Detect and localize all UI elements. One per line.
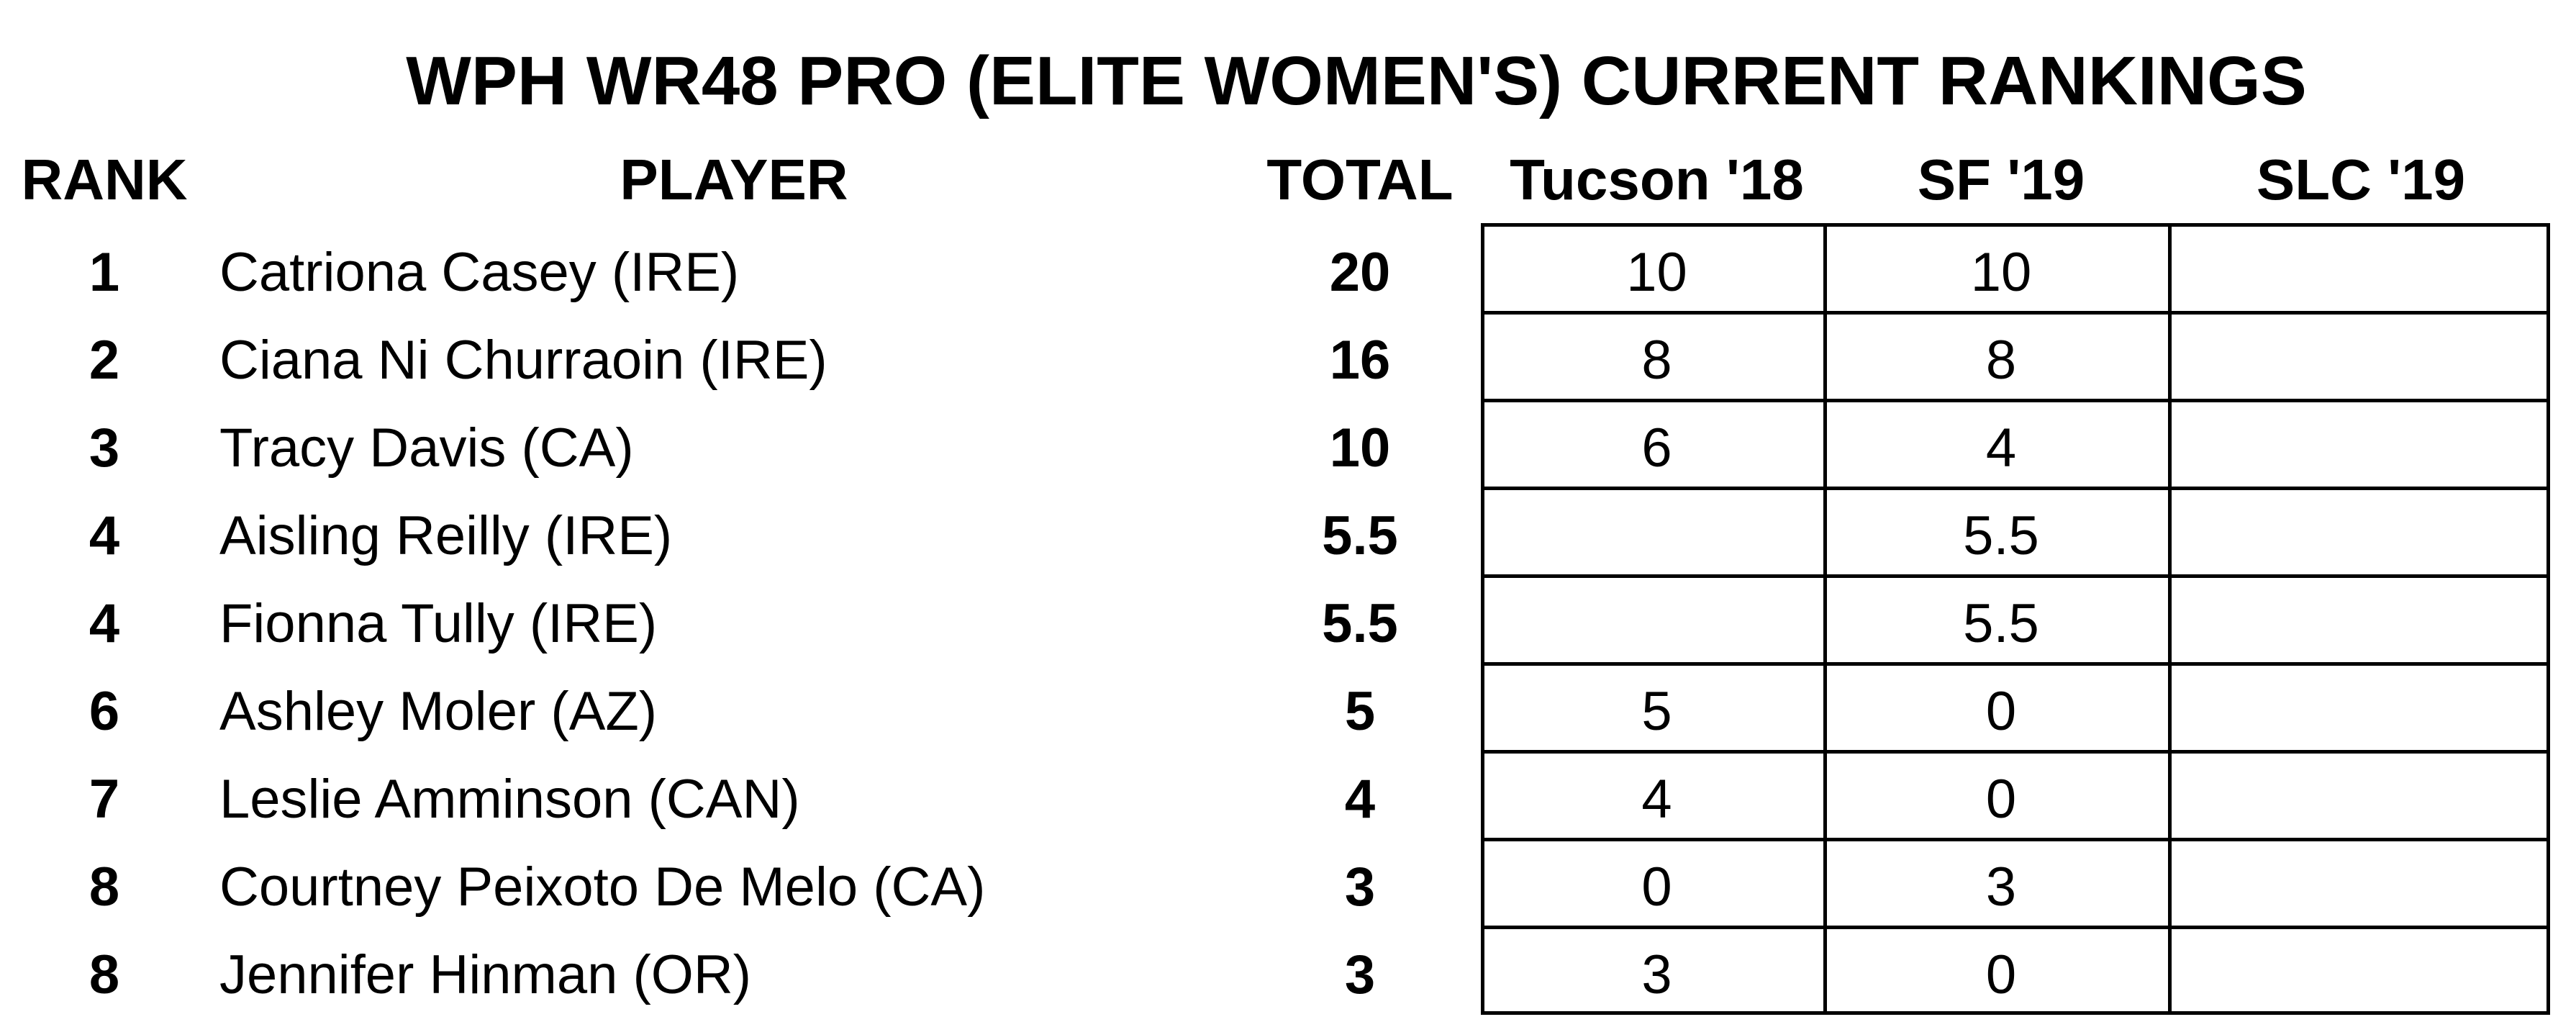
player-cell: Ciana Ni Churraoin (IRE) (219, 330, 827, 391)
total-cell: 10 (1329, 417, 1391, 479)
ranking-row: 2 Ciana Ni Churraoin (IRE) 16 8 8 (0, 317, 2576, 404)
total-cell: 16 (1329, 330, 1391, 391)
ranking-row: 8 Jennifer Hinman (OR) 3 3 0 (0, 931, 2576, 1019)
score-cell-sf-19: 3 (1985, 856, 2017, 918)
score-cell-sf-19: 8 (1985, 330, 2017, 391)
grid-column-divider (2168, 227, 2172, 1011)
header-event-sf-19: SF '19 (1917, 148, 2085, 212)
grid-row-divider (1484, 750, 2546, 754)
grid-row-divider (1484, 574, 2546, 578)
player-cell: Leslie Amminson (CAN) (219, 769, 800, 830)
rank-cell: 6 (89, 681, 120, 742)
rank-cell: 4 (89, 593, 120, 654)
rank-cell: 2 (89, 330, 120, 391)
score-cell-sf-19: 5.5 (1963, 505, 2039, 566)
header-player: PLAYER (620, 148, 848, 212)
player-cell: Ashley Moler (AZ) (219, 681, 658, 742)
total-cell: 3 (1344, 944, 1376, 1005)
score-cell-sf-19: 0 (1985, 769, 2017, 830)
grid-row-divider (1484, 838, 2546, 841)
player-cell: Aisling Reilly (IRE) (219, 505, 673, 566)
grid-row-divider (1484, 311, 2546, 315)
grid-column-divider (1823, 227, 1827, 1011)
rank-cell: 7 (89, 769, 120, 830)
player-cell: Courtney Peixoto De Melo (CA) (219, 856, 986, 918)
ranking-row: 8 Courtney Peixoto De Melo (CA) 3 0 3 (0, 844, 2576, 931)
rank-cell: 1 (89, 242, 120, 303)
score-cell-tucson-18: 3 (1641, 944, 1672, 1005)
total-cell: 5.5 (1322, 505, 1398, 566)
header-event-slc-19: SLC '19 (2256, 148, 2466, 212)
ranking-row: 6 Ashley Moler (AZ) 5 5 0 (0, 668, 2576, 756)
ranking-row: 4 Aisling Reilly (IRE) 5.5 5.5 (0, 492, 2576, 580)
total-cell: 3 (1344, 856, 1376, 918)
header-total: TOTAL (1266, 148, 1453, 212)
score-cell-tucson-18: 8 (1641, 330, 1672, 391)
page-title: WPH WR48 PRO (ELITE WOMEN'S) CURRENT RAN… (406, 42, 2307, 119)
ranking-row: 7 Leslie Amminson (CAN) 4 4 0 (0, 756, 2576, 844)
rank-cell: 4 (89, 505, 120, 566)
total-cell: 5 (1344, 681, 1376, 742)
rank-cell: 8 (89, 944, 120, 1005)
event-scores-grid (1481, 223, 2550, 1015)
header-event-tucson-18: Tucson '18 (1510, 148, 1804, 212)
score-cell-sf-19: 4 (1985, 417, 2017, 479)
score-cell-tucson-18: 6 (1641, 417, 1672, 479)
score-cell-tucson-18: 10 (1626, 242, 1687, 303)
total-cell: 20 (1329, 242, 1391, 303)
rank-cell: 3 (89, 417, 120, 479)
grid-row-divider (1484, 399, 2546, 402)
rank-cell: 8 (89, 856, 120, 918)
score-cell-sf-19: 0 (1985, 944, 2017, 1005)
grid-row-divider (1484, 926, 2546, 929)
grid-row-divider (1484, 662, 2546, 666)
score-cell-sf-19: 5.5 (1963, 593, 2039, 654)
grid-row-divider (1484, 487, 2546, 490)
player-cell: Fionna Tully (IRE) (219, 593, 658, 654)
player-cell: Jennifer Hinman (OR) (219, 944, 752, 1005)
score-cell-tucson-18: 4 (1641, 769, 1672, 830)
total-cell: 5.5 (1322, 593, 1398, 654)
score-cell-tucson-18: 5 (1641, 681, 1672, 742)
header-rank: RANK (21, 148, 188, 212)
player-cell: Catriona Casey (IRE) (219, 242, 740, 303)
score-cell-tucson-18: 0 (1641, 856, 1672, 918)
player-cell: Tracy Davis (CA) (219, 417, 634, 479)
score-cell-sf-19: 10 (1970, 242, 2032, 303)
score-cell-sf-19: 0 (1985, 681, 2017, 742)
total-cell: 4 (1344, 769, 1376, 830)
ranking-row: 1 Catriona Casey (IRE) 20 10 10 (0, 229, 2576, 317)
ranking-row: 3 Tracy Davis (CA) 10 6 4 (0, 404, 2576, 492)
ranking-row: 4 Fionna Tully (IRE) 5.5 5.5 (0, 580, 2576, 668)
